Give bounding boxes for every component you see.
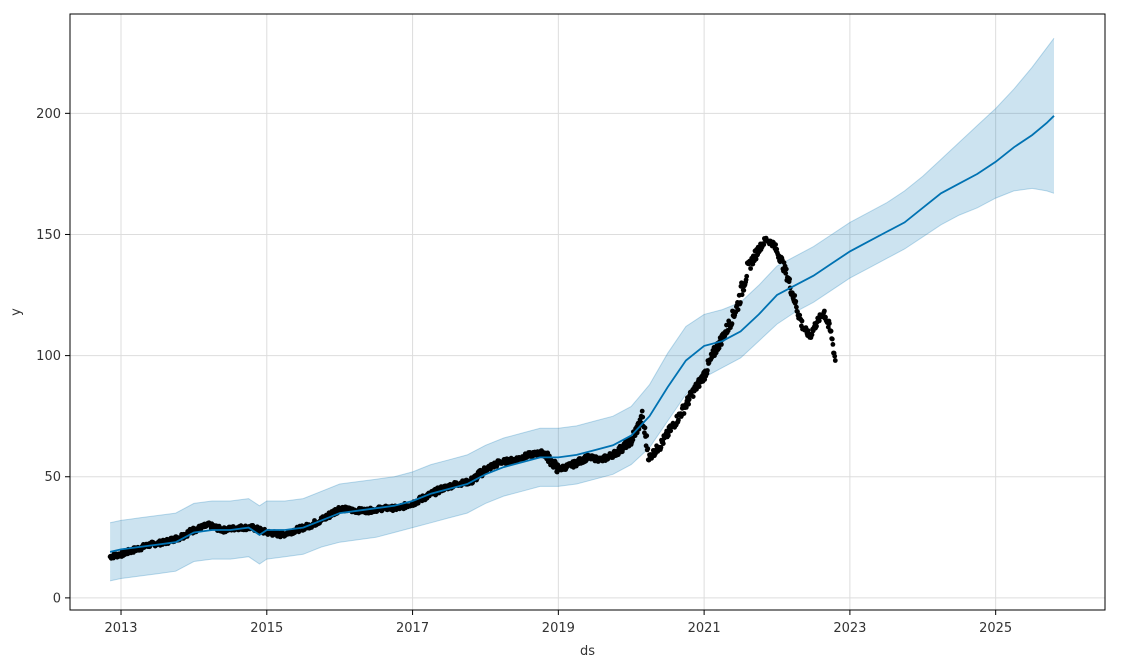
observed-point xyxy=(686,401,691,407)
uncertainty-band xyxy=(110,38,1055,581)
observed-point xyxy=(795,309,800,315)
observed-point xyxy=(793,299,799,304)
x-axis-label: ds xyxy=(580,644,595,659)
uncertainty-upper-edge xyxy=(109,37,1055,524)
observed-point xyxy=(705,368,710,373)
x-tick-label: 2013 xyxy=(104,621,137,636)
observed-point xyxy=(658,445,664,450)
x-axis-ticks: 2013 2015 2017 2019 2021 2023 2025 xyxy=(104,610,1012,636)
observed-point xyxy=(681,411,687,416)
observed-point xyxy=(829,336,835,342)
observed-point xyxy=(832,358,838,363)
x-tick-label: 2023 xyxy=(833,621,866,636)
observed-point xyxy=(716,345,722,351)
observed-point xyxy=(828,328,834,334)
observed-point xyxy=(816,318,822,324)
observed-point xyxy=(686,397,692,402)
observed-point xyxy=(814,323,819,329)
observed-point xyxy=(729,321,735,327)
observed-point xyxy=(640,414,646,420)
observed-point xyxy=(792,293,798,298)
y-axis-label: y xyxy=(9,308,24,316)
observed-point xyxy=(739,292,745,298)
observed-point xyxy=(781,260,787,265)
y-tick-label: 50 xyxy=(44,470,61,485)
y-tick-label: 100 xyxy=(36,349,61,364)
observed-point xyxy=(660,441,666,446)
observed-point xyxy=(753,256,759,262)
observed-point xyxy=(827,321,832,326)
observed-point xyxy=(719,342,724,347)
observed-point xyxy=(794,304,799,310)
observed-point xyxy=(296,529,302,535)
observed-points xyxy=(107,235,838,561)
observed-point xyxy=(761,242,767,247)
forecast-line xyxy=(109,115,1055,553)
observed-point xyxy=(676,417,681,423)
x-tick-label: 2025 xyxy=(979,621,1012,636)
observed-point xyxy=(822,308,827,314)
observed-point xyxy=(630,437,636,443)
x-tick-label: 2017 xyxy=(396,621,429,636)
observed-point xyxy=(668,428,674,434)
grid-lines xyxy=(70,14,1105,610)
x-tick-label: 2021 xyxy=(688,621,721,636)
observed-point xyxy=(773,242,778,248)
observed-point xyxy=(787,276,792,282)
observed-point xyxy=(797,312,803,318)
uncertainty-lower-edge xyxy=(109,187,1055,582)
plot-frame xyxy=(69,13,1106,611)
observed-point xyxy=(642,425,648,431)
observed-point xyxy=(832,353,838,359)
observed-point xyxy=(741,287,747,293)
observed-point xyxy=(696,384,702,389)
observed-point xyxy=(639,408,645,414)
observed-point xyxy=(644,433,650,439)
observed-point xyxy=(799,318,805,324)
observed-point xyxy=(744,273,750,279)
observed-point xyxy=(830,342,836,347)
y-axis-ticks: 0 50 100 150 200 xyxy=(36,107,70,606)
observed-point xyxy=(748,266,753,271)
observed-point xyxy=(690,394,696,399)
observed-point xyxy=(735,307,741,313)
x-tick-label: 2019 xyxy=(542,621,575,636)
observed-point xyxy=(783,270,789,276)
observed-point xyxy=(805,328,811,333)
observed-point xyxy=(783,266,789,272)
observed-point xyxy=(809,332,815,338)
y-tick-label: 0 xyxy=(53,591,61,606)
observed-point xyxy=(738,300,743,305)
observed-point xyxy=(666,433,671,438)
y-tick-label: 150 xyxy=(36,228,61,243)
observed-point xyxy=(645,446,651,452)
y-tick-label: 200 xyxy=(36,107,61,122)
x-tick-label: 2015 xyxy=(250,621,283,636)
